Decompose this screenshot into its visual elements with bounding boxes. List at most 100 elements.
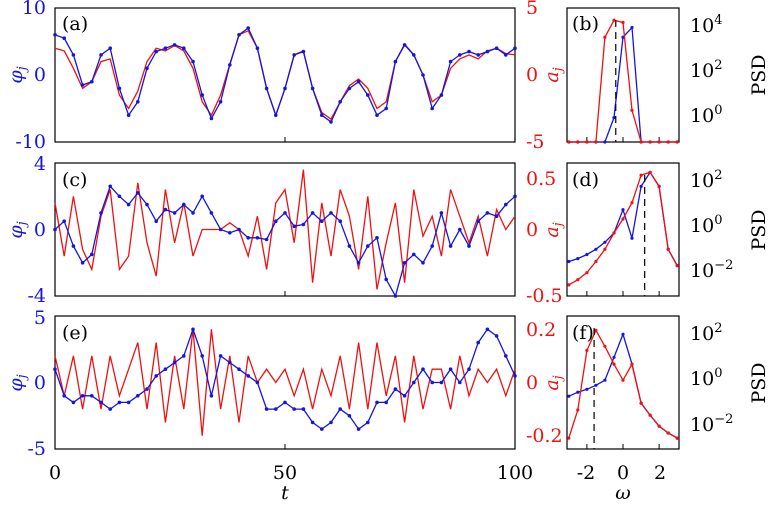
panel-a-phi-point [366,93,370,97]
omega-tick-0: 0 [617,462,629,484]
panel-c-phi-point [310,211,315,215]
panel-b-psd-point [657,140,661,144]
panel-a-phi-point [347,86,352,91]
psd-label-d: PSD [748,209,770,250]
omega-axis-label: ω [615,482,631,504]
panel-f-phi-psd [568,332,678,439]
panel-d-psd-point [585,271,589,275]
panel-e-phi-point [338,407,343,411]
panel-e-phi-point [154,374,158,378]
panel-a-phi-point [338,100,343,104]
panel-e-phi-point [310,420,315,425]
psd-tick-1e0: 100 [690,213,722,237]
panel-f-series [567,328,679,449]
panel-f-psd-point [576,390,580,394]
panel-f-psd-point [666,431,670,435]
panel-b-psd-point [675,140,679,144]
panel-f-psd-point [567,394,571,398]
y-label-a: aj [541,222,566,237]
y-label-phi: φj [5,66,30,83]
panel-f-psd-point [621,378,625,382]
panel-a-phi-point [402,43,407,47]
panel-b: (b) 104 102 100 PSD [566,7,770,144]
x-tick-0: 0 [49,462,61,484]
panel-f-psd-point [612,362,616,366]
y-label-phi: φj [5,221,30,238]
panel-a-phi-point [182,46,186,50]
panel-c-phi-point [145,202,149,207]
panel-a-phi-point [485,49,490,54]
panel-e-label: (e) [62,322,88,344]
y-label-phi: φj [5,374,30,391]
psd-tick-1e4: 104 [690,13,722,37]
left-tick-mid: 0 [34,372,46,394]
panel-e-phi-point [467,367,471,372]
panel-b-psd-point [585,140,589,144]
panel-a-phi-point [90,79,94,84]
panel-b-psd-point [666,140,670,144]
panel-e-phi-point [71,400,76,405]
panel-c-phi-point [163,207,168,212]
panel-f-psd-point [657,424,661,428]
panel-a-phi-point [448,59,453,64]
right-tick-top: 0.2 [526,319,556,341]
panel-c-phi-point [80,261,85,265]
left-tick-bot: -10 [15,131,46,153]
panel-c: (c) 4 0 -4 0.5 0 -0.5 φj aj [5,153,566,307]
panel-a-phi-point [301,49,306,54]
panel-c-phi-point [347,244,352,248]
panel-c-phi-point [62,219,66,223]
y-label-a: aj [541,67,566,82]
panel-a-phi-point [237,33,241,37]
panel-e-phi-point [172,360,177,365]
panel-b-psd-point [612,116,616,120]
panel-e-phi-point [485,327,490,332]
panel-b-psd-point [603,35,607,39]
panel-c-phi-point [154,219,158,223]
panel-e-phi-point [366,420,370,425]
panel-c-phi-point [90,252,94,257]
panel-f-psd-point [585,348,589,352]
panel-a-phi-point [329,120,333,124]
panel-a-phi-point [356,79,361,84]
panel-a-phi-point [255,46,260,50]
panel-e-phi-point [494,334,499,338]
panel-e-phi-point [448,367,453,372]
panel-f-psd-point [603,378,607,382]
panel-c-phi-point [430,244,435,248]
panel-e-phi-point [301,407,306,411]
psd-tick-1e2: 102 [690,321,722,345]
panel-c-phi-point [255,236,260,240]
panel-a-phi-point [99,53,103,57]
panel-b-label: (b) [572,13,599,35]
panel-b-psd-point [648,140,652,144]
panel-e-phi-point [209,394,214,398]
panel-e-phi-point [255,380,260,385]
panel-a-phi-line [54,27,516,123]
panel-a-phi-point [228,63,232,67]
right-tick-bot: -0.2 [526,425,563,447]
panel-c-phi-point [71,244,76,248]
panel-b-psd-point [576,140,580,144]
panel-c-phi-point [99,211,103,215]
panel-c-phi-point [494,214,499,218]
panel-c-phi-point [476,219,481,223]
panel-b-psd-point [612,18,616,22]
panel-b-psd-point [594,140,598,144]
panel-f-psd-point [603,344,607,348]
psd-tick-1e0: 100 [690,103,722,127]
panel-c-phi-point [200,194,204,199]
panel-c-phi-point [366,244,370,248]
panel-c-label: (c) [62,169,87,191]
panel-e-phi-point [108,407,112,411]
panel-e-phi-point [191,327,195,332]
panel-c-phi-point [237,227,241,232]
panel-a-phi-point [80,83,85,87]
panel-c-phi-point [356,261,361,265]
panel-e-phi-point [421,367,425,372]
right-tick-mid: 0 [526,64,538,86]
panel-f-label: (f) [572,322,594,344]
panel-e-phi-point [292,407,297,411]
panel-c-phi-point [421,261,425,265]
